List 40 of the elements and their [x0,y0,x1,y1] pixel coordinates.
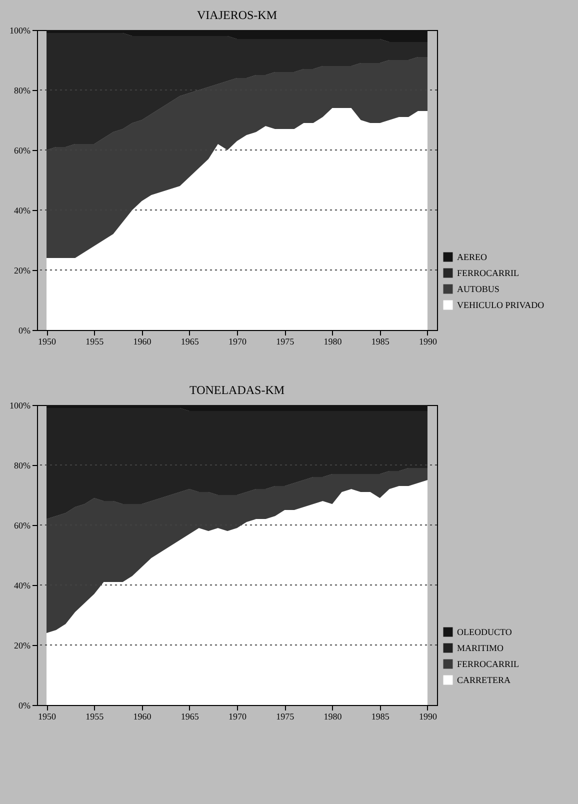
y-tick-label: 0% [18,326,31,336]
x-tick-label: 1975 [276,336,295,346]
x-tick-label: 1965 [180,336,200,346]
x-tick-label: 1980 [324,712,342,722]
x-tick-label: 1950 [38,336,57,346]
y-tick-label: 0% [18,700,31,710]
legend-label: CARRETERA [457,675,512,685]
x-tick-label: 1970 [228,712,247,722]
x-tick-label: 1955 [86,712,104,722]
y-tick-label: 20% [14,266,31,276]
x-tick-label: 1965 [180,712,200,722]
x-tick-label: 1960 [133,712,152,722]
x-tick-label: 1990 [418,712,438,722]
x-tick-label: 1970 [228,336,247,346]
y-tick-label: 100% [10,26,31,36]
y-tick-label: 40% [14,206,31,216]
y-tick-label: 20% [14,640,31,650]
chart-title: VIAJEROS-KM [196,8,278,22]
legend-label: FERROCARRIL [457,659,520,669]
x-tick-label: 1990 [418,336,438,346]
x-tick-label: 1955 [86,336,104,346]
x-tick-label: 1950 [38,712,57,722]
y-tick-label: 80% [14,86,31,96]
y-tick-label: 60% [14,520,31,530]
y-tick-label: 60% [14,146,31,156]
y-tick-label: 40% [14,580,31,590]
chart-title: TONELADAS-KM [189,383,285,397]
x-tick-label: 1980 [324,336,342,346]
y-tick-label: 80% [14,460,31,470]
legend-label: MARITIMO [457,643,504,653]
x-tick-label: 1960 [133,336,152,346]
y-tick-label: 100% [10,400,31,410]
x-tick-label: 1985 [371,712,390,722]
legend-label: FERROCARRIL [457,268,520,278]
legend-label: VEHICULO PRIVADO [457,300,545,310]
x-tick-label: 1975 [276,712,295,722]
legend-label: OLEODUCTO [457,627,512,637]
legend-label: AUTOBUS [457,284,500,294]
x-tick-label: 1985 [371,336,390,346]
legend-label: AEREO [457,252,488,262]
